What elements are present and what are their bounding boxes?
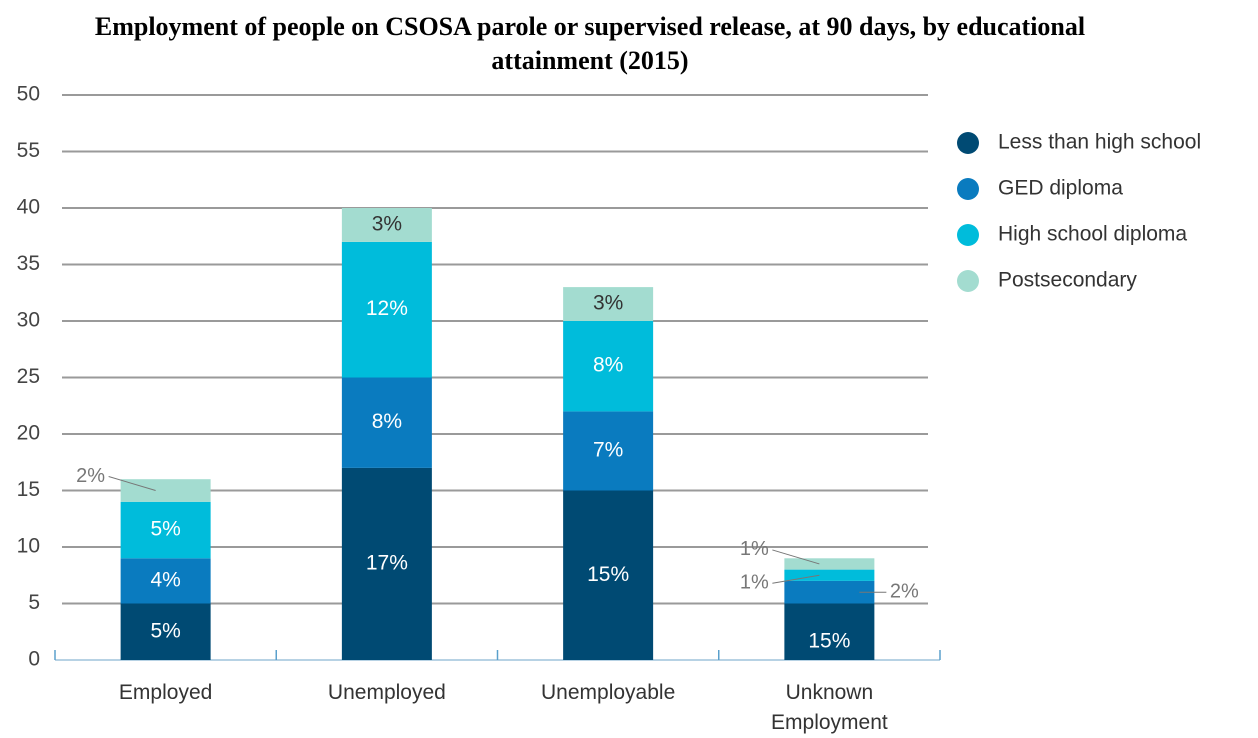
y-tick-label: 20 [17,422,40,445]
value-label: 8% [593,354,623,377]
bar-segment [563,321,654,412]
bar-segment [120,501,211,559]
value-label: 2% [76,465,105,487]
legend-label: Postsecondary [998,269,1137,292]
value-label: 4% [150,568,180,591]
y-tick-label: 55 [17,139,40,162]
value-label: 3% [593,292,623,315]
legend-marker [957,132,979,154]
value-label: 1% [740,538,769,560]
bar-segment [120,603,211,660]
value-label: 1% [740,572,769,594]
value-label: 15% [587,563,629,586]
bar-segment [120,558,211,604]
bar-segment [563,411,654,491]
bar-segment [341,241,432,378]
value-label: 7% [593,438,623,461]
x-tick-label: Unemployable [541,681,676,704]
leader-line [772,574,820,584]
bar-segment [341,377,432,468]
y-tick-label: 40 [17,196,40,219]
y-tick-label: 10 [17,535,40,558]
bar-segment [120,479,211,502]
legend-label: GED diploma [998,177,1123,200]
x-tick-label: Employed [118,681,213,704]
value-label: 3% [372,212,402,235]
value-label: 12% [366,297,408,320]
legend-marker [957,270,979,292]
value-label: 5% [150,518,180,541]
bar-segment [563,287,654,321]
y-tick-label: 50 [17,83,40,106]
legend-marker [957,224,979,246]
value-label: 2% [890,580,919,602]
bar-segment [784,558,875,570]
bar-segment [784,580,875,604]
bar-segment [341,208,432,242]
value-label: 5% [150,619,180,642]
x-tick-label: Unemployed [327,681,446,704]
legend-label: High school diploma [998,223,1187,246]
legend-label: Less than high school [998,131,1201,154]
y-tick-label: 35 [17,252,40,275]
y-tick-label: 5 [28,591,40,614]
chart-title: Employment of people on CSOSA parole or … [94,12,1086,75]
bar-segment [563,490,654,660]
x-tick-label: Unknown Employment [771,681,888,734]
value-label: 17% [366,551,408,574]
bar-segment [341,467,432,660]
leader-line [108,476,156,491]
y-tick-label: 30 [17,309,40,332]
leader-line [772,549,820,565]
bar-segment [784,603,875,660]
annotation: 15% [808,630,850,653]
bar-segment [784,569,875,581]
legend-marker [957,178,979,200]
y-tick-label: 25 [17,365,40,388]
y-tick-label: 0 [28,648,40,671]
y-tick-label: 15 [17,478,40,501]
value-label: 8% [372,410,402,433]
